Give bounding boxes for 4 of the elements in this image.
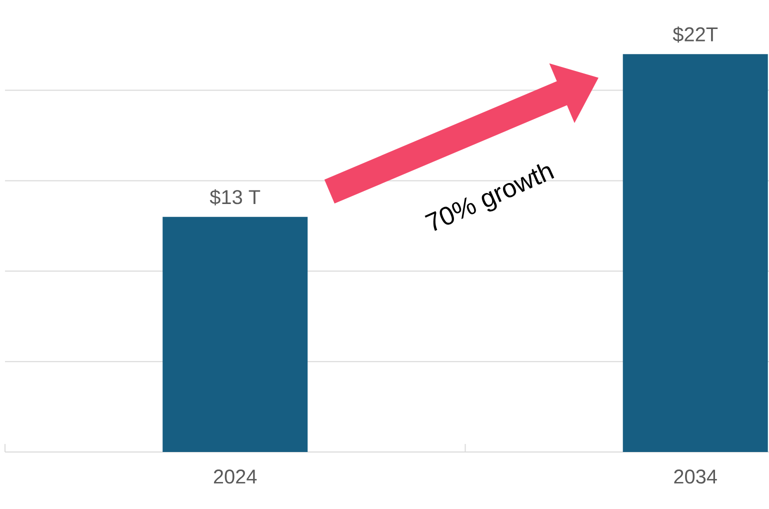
x-tick-label: 2034 — [674, 470, 717, 484]
data-label: $13 T — [210, 189, 260, 206]
x-tick-label: 2024 — [214, 470, 257, 484]
data-label: $22T — [672, 26, 718, 43]
